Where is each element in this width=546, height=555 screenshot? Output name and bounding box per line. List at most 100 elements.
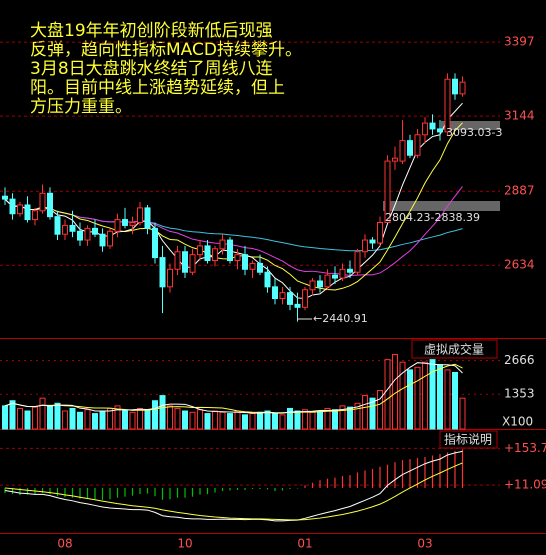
candle-body [399, 140, 406, 162]
candle-body [324, 274, 331, 288]
candle-body [62, 224, 68, 235]
volume-bar [2, 405, 8, 430]
volume-bar [422, 361, 428, 430]
volume-bar [152, 400, 158, 430]
candle-body [242, 254, 248, 270]
volume-bar [377, 389, 383, 430]
candle-body [234, 254, 241, 262]
y-tick-label: +153.7 [504, 441, 546, 455]
price-zone [383, 201, 500, 211]
moving-average [4, 122, 463, 291]
candle-body [227, 239, 233, 262]
volume-bar [9, 400, 16, 430]
volume-bar [227, 413, 233, 430]
indicator-button-label[interactable]: 指标说明 [444, 432, 492, 447]
volume-bar [144, 409, 151, 430]
candle-body [167, 268, 173, 288]
volume-button[interactable] [411, 339, 498, 359]
candle-body [317, 280, 323, 288]
volume-bar [17, 407, 23, 430]
volume-bar [339, 405, 346, 430]
candle-body [407, 140, 413, 156]
x-tick-label: 08 [57, 537, 72, 551]
candle-body [369, 239, 376, 244]
volume-average [4, 363, 463, 414]
candle-body [122, 219, 128, 226]
volume-bar [279, 414, 286, 430]
candle-body [77, 230, 83, 241]
candle-body [414, 134, 421, 156]
candle-body [152, 227, 158, 259]
y-tick-label: 2666 [504, 353, 535, 367]
volume-bar [347, 406, 353, 430]
y-tick-label: 3144 [504, 109, 535, 123]
volume-bar [92, 413, 98, 430]
volume-bar [444, 369, 451, 430]
volume-bar [309, 411, 316, 430]
candle-body [264, 271, 271, 288]
volume-bar [324, 407, 331, 430]
volume-bar [362, 395, 368, 430]
candle-body [107, 230, 113, 247]
volume-bar [107, 407, 113, 430]
candle-body [294, 303, 301, 308]
candle-body [354, 251, 361, 273]
volume-bar [234, 410, 241, 430]
candle-body [302, 289, 308, 308]
y-tick-label: 1353 [504, 387, 535, 401]
candle-body [257, 262, 263, 273]
candle-body [32, 210, 38, 221]
candle-body [347, 268, 353, 273]
candle-body [272, 286, 278, 300]
volume-bar [99, 410, 106, 430]
volume-bar [189, 411, 196, 430]
candle-body [309, 280, 316, 291]
note-line: 3月8日大盘跳水终结了周线八连 [30, 59, 273, 79]
candle-body [444, 78, 451, 133]
volume-bar [317, 410, 323, 430]
candle-body [159, 257, 166, 288]
note: 大盘19年年初创阶段新低后现强反弹，趋向性指标MACD持续攀升。3月8日大盘跳水… [30, 21, 302, 117]
volume-bar [429, 359, 436, 430]
candle-body [17, 204, 23, 215]
candle-body [377, 222, 383, 244]
volume-bar [294, 410, 301, 430]
volume-bar [384, 359, 391, 430]
volume-bar [69, 407, 76, 430]
candle-body [452, 78, 458, 95]
candle-body [99, 233, 106, 247]
note-line: 方压力重重。 [30, 97, 132, 117]
x-tick-label: 03 [417, 537, 432, 551]
candle-body [54, 216, 61, 235]
candle-body [84, 227, 91, 241]
volume-bar [219, 411, 226, 430]
volume-average [4, 362, 463, 414]
volume-bar [459, 397, 466, 430]
y-tick-label: 2634 [504, 258, 535, 272]
candle-body [422, 122, 428, 136]
y-tick-label: +11.09 [504, 478, 546, 492]
volume-bar [414, 366, 421, 430]
volume-bar [437, 364, 443, 430]
volume-bar [249, 413, 256, 430]
volume-bar [452, 371, 458, 430]
candle-body [362, 239, 368, 253]
annotation: 3093.03-3 [446, 126, 502, 139]
candle-body [459, 81, 466, 95]
volume-bar [197, 409, 203, 430]
volume-bar [114, 405, 121, 430]
candle-body [212, 248, 218, 262]
volume-bar [122, 410, 128, 430]
candle-body [437, 128, 443, 133]
candle-body [174, 251, 181, 270]
candle-body [339, 268, 346, 279]
dif-line [4, 450, 463, 522]
indicator-button[interactable] [439, 430, 498, 449]
volume-button-label[interactable]: 虚拟成交量 [424, 342, 484, 357]
volume-bar [159, 395, 166, 430]
candle-body [392, 157, 398, 162]
volume-bar [264, 410, 271, 430]
volume-bar [39, 397, 46, 430]
volume-bar [204, 413, 211, 430]
